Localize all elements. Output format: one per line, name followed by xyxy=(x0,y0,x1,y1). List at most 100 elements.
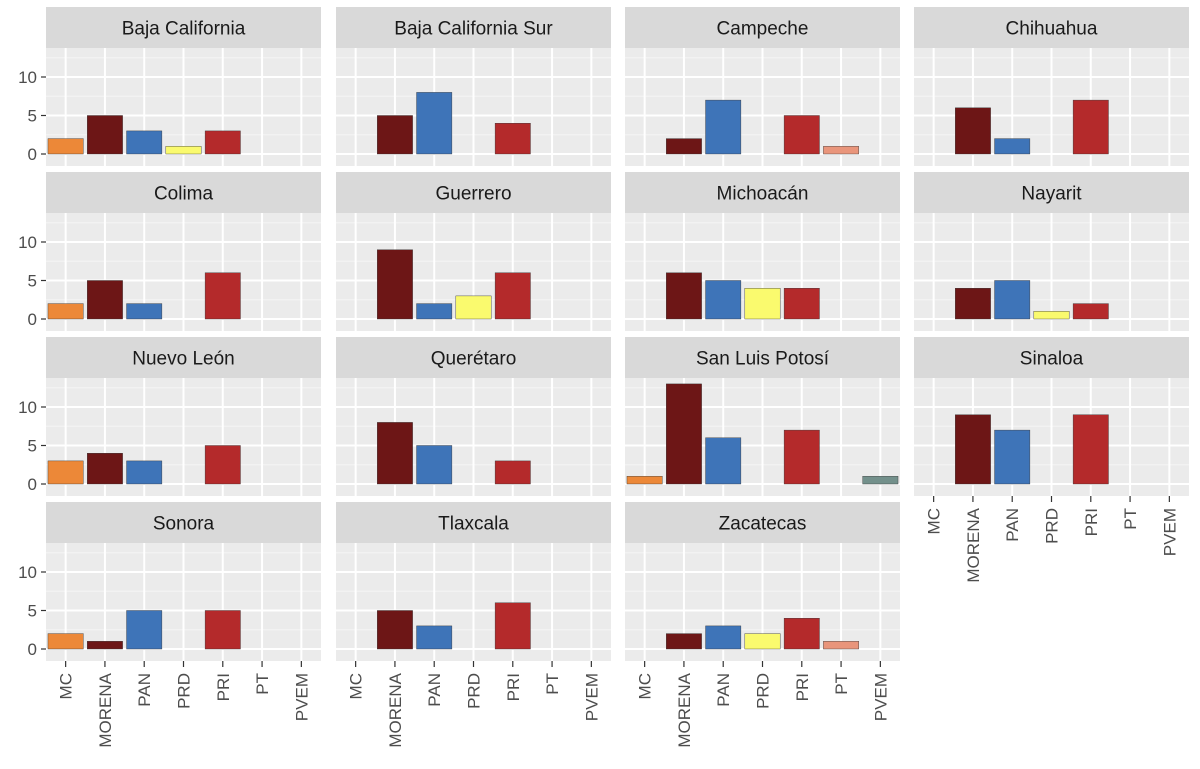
bar-pan xyxy=(994,138,1031,155)
bar-morena xyxy=(666,383,702,485)
bar-morena xyxy=(87,453,123,485)
x-tick-label: PT xyxy=(253,673,272,695)
x-tick-label: PVEM xyxy=(871,673,890,721)
y-tick-label: 0 xyxy=(28,145,37,164)
facet-strip-label: Tlaxcala xyxy=(438,514,509,535)
bar-pri xyxy=(494,272,531,320)
bar-pri xyxy=(783,618,820,650)
bar-mc xyxy=(626,476,663,485)
bar-pan xyxy=(416,445,453,485)
x-tick-label: MORENA xyxy=(96,672,115,747)
facet-strip-label: Nuevo León xyxy=(132,349,234,370)
bar-morena xyxy=(377,610,413,650)
x-tick-label: PAN xyxy=(425,673,444,707)
x-tick-label: PVEM xyxy=(582,673,601,721)
panel: Sinaloa MC MORENA PAN PRD PRI PT PVEM xyxy=(914,337,1189,583)
bar-pan xyxy=(416,303,453,320)
bar-morena xyxy=(87,280,123,320)
bar-prd xyxy=(455,295,492,320)
bar-pan xyxy=(126,130,163,155)
facet-strip xyxy=(336,172,611,213)
facet-strip-label: San Luis Potosí xyxy=(696,349,830,370)
y-tick-label: 0 xyxy=(28,310,37,329)
x-tick-label: PRD xyxy=(175,673,194,709)
x-tick-label: PAN xyxy=(1003,508,1022,542)
y-tick-label: 5 xyxy=(28,272,37,291)
bar-pan xyxy=(416,92,453,155)
panel: Baja California Sur xyxy=(336,7,611,166)
y-tick-label: 0 xyxy=(28,475,37,494)
facet-strip-label: Baja California Sur xyxy=(394,19,553,40)
panel: Nayarit xyxy=(914,172,1189,331)
bar-prd xyxy=(744,633,781,650)
bar-pri xyxy=(494,122,531,155)
y-tick-label: 0 xyxy=(28,640,37,659)
x-tick-label: PRD xyxy=(1043,508,1062,544)
bar-pan xyxy=(126,303,163,320)
x-tick-label: PRD xyxy=(754,673,773,709)
facet-strip-label: Sinaloa xyxy=(1020,349,1084,370)
x-tick-label: PT xyxy=(832,673,851,695)
x-tick-label: MORENA xyxy=(386,672,405,747)
facet-strip xyxy=(625,7,900,48)
facet-strip xyxy=(336,502,611,543)
x-tick-label: PRI xyxy=(1082,508,1101,536)
facet-strip xyxy=(46,172,321,213)
facet-strip-label: Michoacán xyxy=(717,184,809,205)
x-tick-label: PVEM xyxy=(292,673,311,721)
facet-strip xyxy=(336,7,611,48)
facet-strip xyxy=(46,502,321,543)
bar-pan xyxy=(705,99,742,155)
x-tick-label: PRI xyxy=(793,673,812,701)
x-tick-label: MC xyxy=(925,508,944,534)
bar-pri xyxy=(204,130,241,155)
facet-strip xyxy=(46,7,321,48)
y-tick-label: 5 xyxy=(28,107,37,126)
bar-pan xyxy=(416,625,453,650)
facet-strip-label: Sonora xyxy=(153,514,215,535)
facet-strip-label: Zacatecas xyxy=(719,514,807,535)
bar-morena xyxy=(666,138,702,155)
bar-pan xyxy=(705,280,742,320)
panel: Campeche xyxy=(625,7,900,166)
bar-pri xyxy=(204,272,241,320)
bar-pan xyxy=(994,429,1031,485)
panel: Colima 0 5 10 xyxy=(18,172,321,331)
bar-prd xyxy=(744,288,781,320)
bar-prd xyxy=(165,146,202,155)
bar-pvem xyxy=(862,476,899,485)
bar-morena xyxy=(87,115,123,155)
facet-strip xyxy=(914,172,1189,213)
bar-pan xyxy=(705,625,742,650)
facet-strip xyxy=(914,7,1189,48)
bar-prd xyxy=(1033,311,1070,320)
bar-pt xyxy=(823,146,859,155)
facet-strip-label: Querétaro xyxy=(431,349,517,370)
bar-pan xyxy=(705,437,742,485)
panel: Baja California 0 5 10 xyxy=(18,7,321,166)
bar-pan xyxy=(126,460,163,485)
x-tick-label: PT xyxy=(543,673,562,695)
facet-strip-label: Nayarit xyxy=(1021,184,1082,205)
x-tick-label: PVEM xyxy=(1160,508,1179,556)
x-tick-label: MC xyxy=(636,673,655,699)
bar-pri xyxy=(783,288,820,320)
y-tick-label: 10 xyxy=(18,398,37,417)
x-tick-label: PRI xyxy=(214,673,233,701)
bar-pri xyxy=(783,429,820,485)
panel: San Luis Potosí xyxy=(625,337,900,496)
panel: Chihuahua xyxy=(914,7,1189,166)
facet-strip xyxy=(625,502,900,543)
bar-morena xyxy=(666,272,702,320)
panel: Tlaxcala MC MORENA PAN PRD PRI PT PVEM xyxy=(336,502,611,748)
bar-pri xyxy=(783,115,820,155)
facet-strip-label: Colima xyxy=(154,184,214,205)
bar-pan xyxy=(126,610,163,650)
bar-mc xyxy=(47,633,84,650)
x-tick-label: MC xyxy=(57,673,76,699)
bar-pri xyxy=(1072,99,1109,155)
facet-strip xyxy=(914,337,1189,378)
y-tick-label: 5 xyxy=(28,437,37,456)
x-tick-label: MORENA xyxy=(964,507,983,582)
x-tick-label: PAN xyxy=(714,673,733,707)
